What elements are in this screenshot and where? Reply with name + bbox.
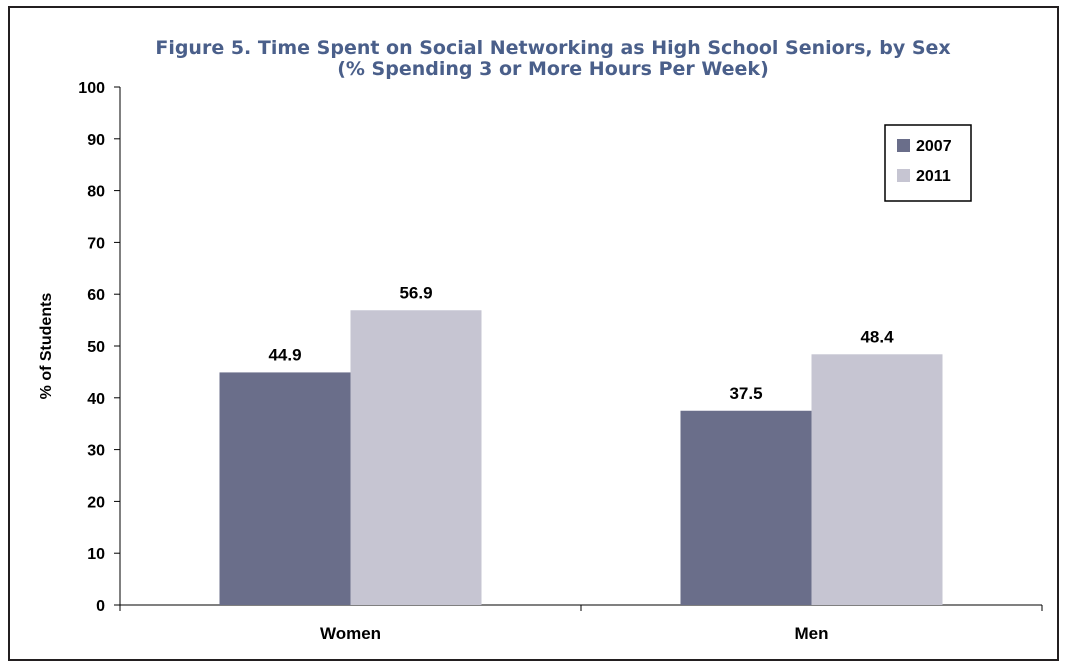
bar: [680, 410, 812, 605]
legend-label: 2007: [916, 138, 952, 155]
chart-subtitle: (% Spending 3 or More Hours Per Week): [337, 58, 769, 80]
x-category-label: Women: [320, 624, 381, 643]
y-tick-label: 50: [87, 339, 105, 356]
legend: 2007 2011: [884, 124, 972, 202]
bar: [219, 372, 351, 605]
bar: [811, 354, 943, 605]
y-tick-label: 80: [87, 184, 105, 201]
legend-swatch: [897, 139, 910, 152]
plot-area: 0 10 20 30 40 50 60 70 80 90 100 Women 44.9 56.9 Men 37…: [78, 80, 1043, 643]
chart-frame: [8, 6, 1059, 661]
y-tick-label: 100: [78, 80, 105, 97]
y-tick-label: 60: [87, 287, 105, 304]
y-tick-label: 10: [87, 546, 105, 563]
legend-box: [884, 124, 972, 202]
legend-swatch: [897, 169, 910, 182]
y-tick-label: 90: [87, 132, 105, 149]
chart-title: Figure 5. Time Spent on Social Networkin…: [155, 37, 950, 59]
y-axis-label: % of Students: [38, 293, 55, 400]
bar: [350, 310, 482, 605]
data-label: 56.9: [399, 283, 432, 302]
y-tick-label: 70: [87, 235, 105, 252]
y-tick-label: 20: [87, 494, 105, 511]
legend-label: 2011: [916, 168, 951, 185]
x-category-label: Men: [795, 624, 829, 643]
data-label: 37.5: [729, 384, 762, 403]
data-label: 44.9: [268, 345, 301, 364]
y-tick-label: 40: [87, 391, 105, 408]
data-label: 48.4: [860, 327, 894, 346]
y-tick-label: 0: [96, 598, 105, 615]
y-tick-label: 30: [87, 443, 105, 460]
